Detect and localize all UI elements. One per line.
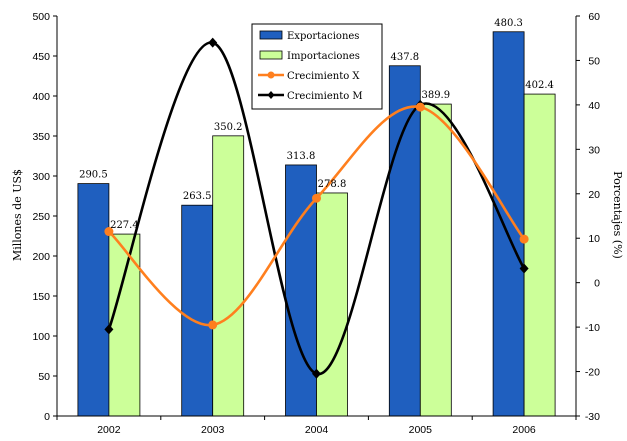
y-tick-label-450: 450 xyxy=(32,51,50,63)
x-tick-label-2002: 2002 xyxy=(97,424,121,436)
data-label-exportaciones-2003: 263.5 xyxy=(183,191,212,202)
bar-importaciones-2006 xyxy=(523,93,556,417)
legend: Exportaciones Importaciones Crecimiento X C… xyxy=(251,23,383,110)
data-label-exportaciones-2005: 437.8 xyxy=(390,52,419,63)
y2-tick-label--20: -20 xyxy=(585,367,600,379)
y-tick-label-200: 200 xyxy=(32,251,50,263)
y2-tick-label-10: 10 xyxy=(588,233,600,245)
line-crecimiento-m xyxy=(107,41,526,376)
line-layer xyxy=(104,37,529,379)
marker-crecimiento-m-2006 xyxy=(519,263,529,274)
y2-tick-label-20: 20 xyxy=(588,189,600,201)
marker-crecimiento-x-2004 xyxy=(312,193,321,203)
bar-exportaciones-2005 xyxy=(388,65,421,417)
data-label-exportaciones-2006: 480.3 xyxy=(494,18,523,29)
y2-tick-label-0: 0 xyxy=(594,278,600,290)
x-tick-label-2004: 2004 xyxy=(305,424,329,436)
data-label-importaciones-2004: 278.8 xyxy=(318,179,347,190)
x-tick-label-2006: 2006 xyxy=(512,424,536,436)
y-axis-title: Millones de US$ xyxy=(11,169,24,261)
bar-exportaciones-2006 xyxy=(492,31,525,417)
y2-tick-label-40: 40 xyxy=(588,100,600,112)
legend-marker-crecimiento-m xyxy=(267,91,275,99)
bar-exportaciones-2002 xyxy=(77,183,110,417)
data-label-importaciones-2006: 402.4 xyxy=(525,80,554,91)
bar-importaciones-2005 xyxy=(419,103,452,417)
x-tick-label-2003: 2003 xyxy=(201,424,225,436)
legend-swatch-exportaciones xyxy=(259,30,283,40)
data-label-importaciones-2005: 389.9 xyxy=(421,90,450,101)
marker-crecimiento-x-2006 xyxy=(519,234,529,244)
y-tick-label-100: 100 xyxy=(32,331,50,343)
legend-label-crecimiento-m: Crecimiento M xyxy=(287,91,363,102)
data-label-exportaciones-2004: 313.8 xyxy=(287,151,316,162)
marker-crecimiento-x-2003 xyxy=(208,320,218,330)
data-label-layer: 290.5 263.5 313.8 437.8 480.3 227.4 350.2 278.8… xyxy=(79,18,554,231)
marker-crecimiento-m-2004 xyxy=(312,368,321,379)
y-tick-label-50: 50 xyxy=(38,371,50,383)
y-tick-label-350: 350 xyxy=(32,131,50,143)
bar-exportaciones-2004 xyxy=(285,164,317,417)
data-label-importaciones-2002: 227.4 xyxy=(110,220,139,231)
y-tick-label-250: 250 xyxy=(32,211,50,223)
marker-crecimiento-x-2002 xyxy=(104,227,114,237)
data-label-exportaciones-2002: 290.5 xyxy=(79,170,108,181)
y-tick-label-300: 300 xyxy=(32,171,50,183)
y-tick-label-150: 150 xyxy=(32,291,50,303)
y2-tick-label-60: 60 xyxy=(588,11,600,23)
bar-layer xyxy=(77,31,556,417)
y2-tick-label--30: -30 xyxy=(585,411,600,423)
legend-marker-crecimiento-x xyxy=(267,71,275,79)
marker-crecimiento-m-2003 xyxy=(208,37,218,48)
bar-exportaciones-2003 xyxy=(181,204,214,417)
marker-crecimiento-x-2005 xyxy=(415,102,425,112)
x-tick-label-2005: 2005 xyxy=(409,424,433,436)
marker-crecimiento-m-2002 xyxy=(104,324,114,335)
y-tick-label-0: 0 xyxy=(44,411,50,423)
data-label-importaciones-2003: 350.2 xyxy=(214,122,243,133)
y2-tick-label-50: 50 xyxy=(588,55,600,67)
bar-importaciones-2003 xyxy=(212,135,245,417)
y2-axis-title: Porcentajes (%) xyxy=(611,171,624,259)
y2-tick-label--10: -10 xyxy=(585,322,600,334)
legend-label-importaciones: Importaciones xyxy=(287,51,360,62)
y-tick-label-500: 500 xyxy=(32,11,50,23)
axes-layer: 050100150200250300350400450500-30-20-100… xyxy=(32,11,600,436)
bar-importaciones-2004 xyxy=(316,192,348,417)
legend-label-exportaciones: Exportaciones xyxy=(287,31,359,42)
legend-label-crecimiento-x: Crecimiento X xyxy=(287,71,360,82)
y-tick-label-400: 400 xyxy=(32,91,50,103)
legend-swatch-importaciones xyxy=(259,50,283,60)
y2-tick-label-30: 30 xyxy=(588,144,600,156)
